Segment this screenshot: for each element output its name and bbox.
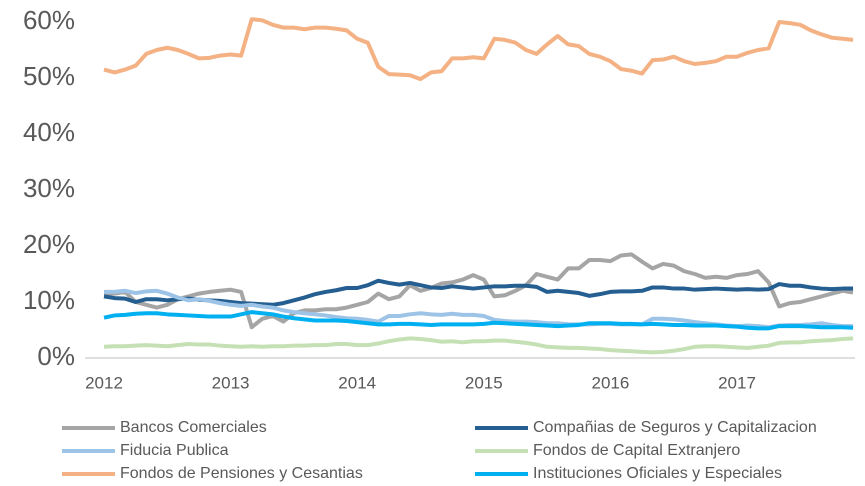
y-tick-label: 0% xyxy=(37,341,75,371)
y-tick-label: 50% xyxy=(23,61,75,91)
y-tick-label: 30% xyxy=(23,173,75,203)
series-line xyxy=(103,336,854,355)
legend-label: Fondos de Capital Extranjero xyxy=(533,442,740,459)
x-tick-label: 2014 xyxy=(338,373,376,392)
x-tick-label: 2017 xyxy=(718,373,756,392)
series-line xyxy=(104,288,854,330)
legend-label: Fondos de Pensiones y Cesantias xyxy=(120,465,363,482)
y-tick-label: 40% xyxy=(23,117,75,147)
series-line xyxy=(103,278,854,307)
legend-label: Compañias de Seguros y Capitalizacion xyxy=(533,419,817,436)
x-tick-label: 2015 xyxy=(465,373,503,392)
series-line xyxy=(104,252,854,330)
legend-label: Instituciones Oficiales y Especiales xyxy=(533,465,782,482)
x-tick-label: 2013 xyxy=(212,373,250,392)
y-tick-label: 20% xyxy=(23,229,75,259)
y-tick-label: 60% xyxy=(23,5,75,35)
series-line xyxy=(103,310,854,331)
y-tick-label: 10% xyxy=(23,285,75,315)
x-tick-label: 2012 xyxy=(85,373,123,392)
x-tick-label: 2016 xyxy=(591,373,629,392)
legend-label: Fiducia Publica xyxy=(120,442,229,459)
series-line xyxy=(103,17,854,82)
legend-label: Bancos Comerciales xyxy=(120,419,267,436)
